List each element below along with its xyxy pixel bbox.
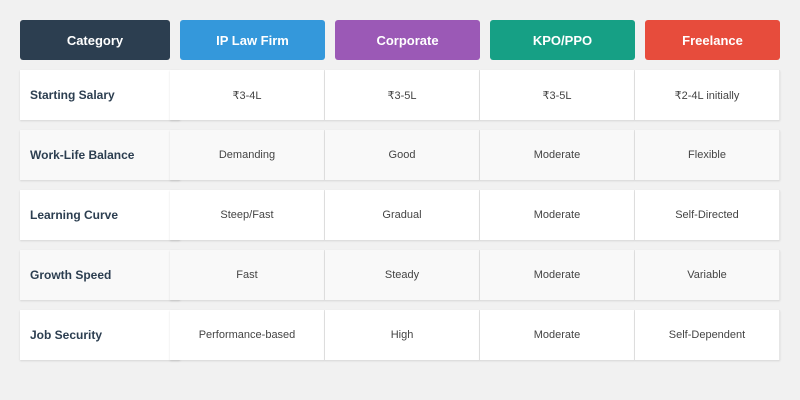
table-cell: Moderate <box>480 250 635 300</box>
table-cell: ₹3-4L <box>170 70 325 120</box>
table-cell: High <box>325 310 480 360</box>
table-cell: Performance-based <box>170 310 325 360</box>
row-label: Growth Speed <box>20 250 180 300</box>
row-label: Work-Life Balance <box>20 130 180 180</box>
header-cell: Freelance <box>645 20 780 60</box>
table-cell: Moderate <box>480 190 635 240</box>
header-cell: Corporate <box>335 20 480 60</box>
header-cell: Category <box>20 20 170 60</box>
table-cell: Fast <box>170 250 325 300</box>
table-cell: Moderate <box>480 310 635 360</box>
table-cell: Variable <box>635 250 780 300</box>
table-cell: Gradual <box>325 190 480 240</box>
table-cell: Steep/Fast <box>170 190 325 240</box>
table-cell: Good <box>325 130 480 180</box>
table-cell: ₹3-5L <box>480 70 635 120</box>
row-label: Learning Curve <box>20 190 180 240</box>
table-cell: Flexible <box>635 130 780 180</box>
table-cell: Self-Directed <box>635 190 780 240</box>
header-cell: IP Law Firm <box>180 20 325 60</box>
row-label: Starting Salary <box>20 70 180 120</box>
table-cell: Demanding <box>170 130 325 180</box>
table-cell: ₹3-5L <box>325 70 480 120</box>
table-cell: Self-Dependent <box>635 310 780 360</box>
table-cell: Moderate <box>480 130 635 180</box>
row-label: Job Security <box>20 310 180 360</box>
header-cell: KPO/PPO <box>490 20 635 60</box>
table-cell: Steady <box>325 250 480 300</box>
table-cell: ₹2-4L initially <box>635 70 780 120</box>
